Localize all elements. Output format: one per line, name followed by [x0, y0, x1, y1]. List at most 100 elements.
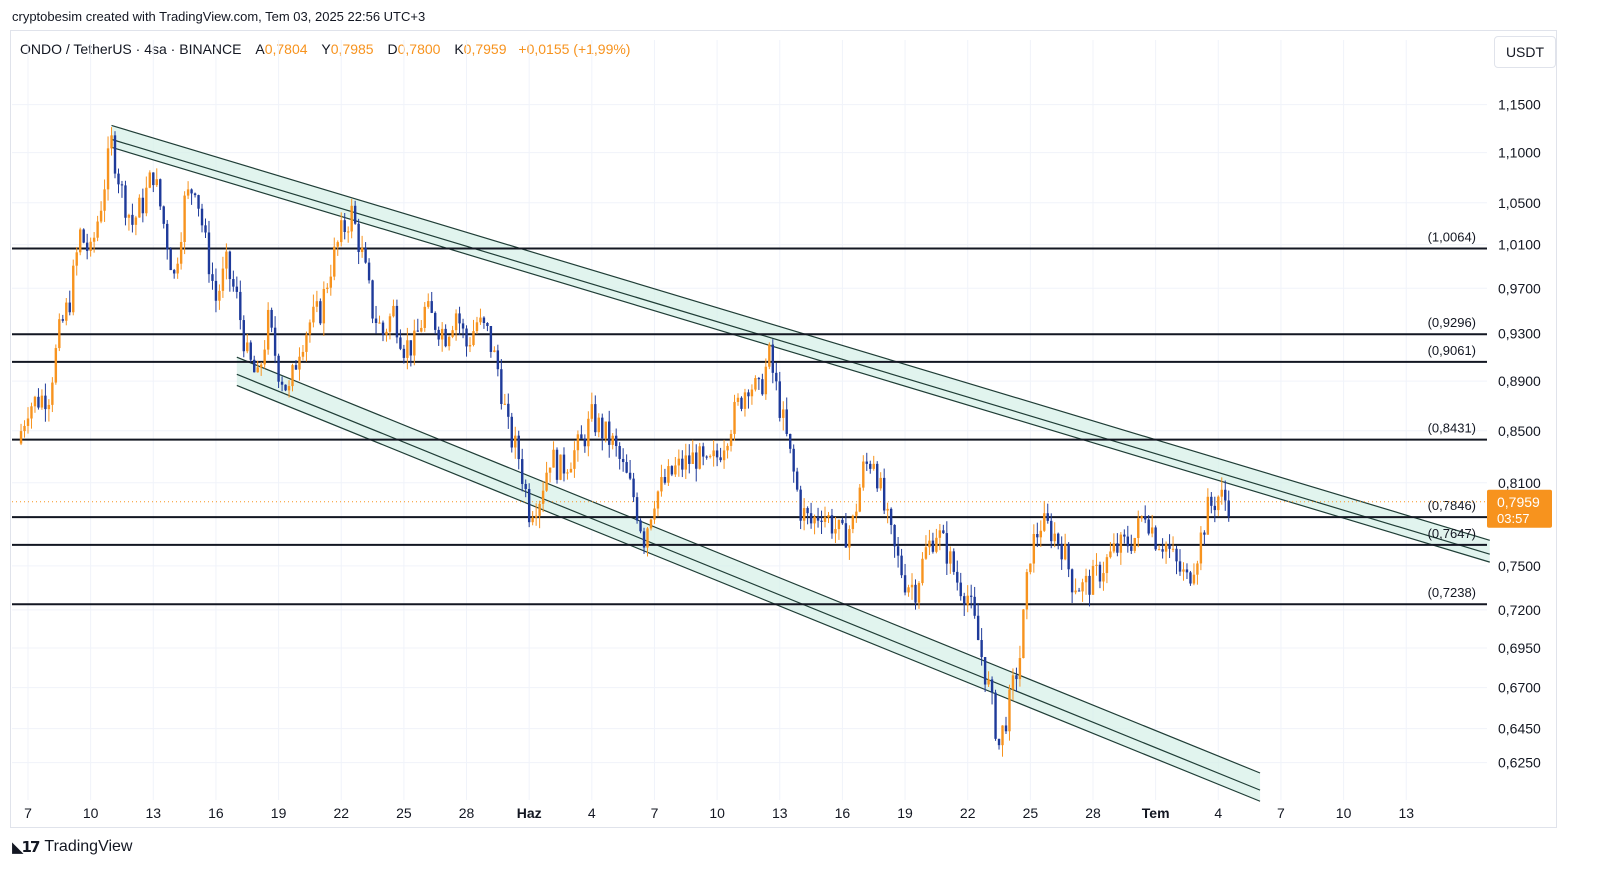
candle-up — [827, 515, 830, 518]
candle-up — [427, 301, 430, 307]
candle-up — [392, 305, 395, 317]
x-tick-label: 7 — [651, 805, 659, 821]
candle-up — [1220, 489, 1223, 497]
candle-up — [1150, 527, 1154, 534]
candle-down — [482, 317, 486, 324]
candle-up — [736, 397, 740, 402]
candle-down — [601, 417, 604, 439]
y-tick-label: 1,0100 — [1498, 237, 1541, 253]
candle-up — [1029, 563, 1032, 573]
candle-down — [1126, 536, 1130, 547]
candle-up — [454, 313, 458, 331]
last-price-value: 0,7959 — [1497, 494, 1540, 510]
x-tick-label: 13 — [772, 805, 788, 821]
candle-up — [1206, 496, 1210, 535]
candle-down — [555, 449, 559, 480]
upper-channel-mid-line — [111, 138, 1490, 555]
candle-down — [434, 312, 437, 330]
candle-up — [653, 508, 656, 520]
candle-down — [942, 530, 945, 534]
candle-up — [552, 449, 555, 468]
candle-down — [976, 615, 980, 641]
x-tick-label: 7 — [1277, 805, 1285, 821]
candle-up — [597, 417, 600, 433]
tradingview-logo-icon: ◣17 — [12, 838, 40, 856]
candle-up — [1008, 689, 1011, 732]
tradingview-brand[interactable]: ◣17 TradingView — [12, 838, 132, 856]
candle-up — [1119, 534, 1123, 553]
candle-down — [865, 461, 868, 464]
level-label: (0,8431) — [1428, 421, 1476, 436]
candle-up — [475, 322, 479, 332]
candle-up — [677, 458, 681, 466]
candle-down — [1185, 569, 1189, 573]
x-tick-label: 28 — [1085, 805, 1101, 821]
candle-down — [500, 369, 503, 404]
candle-up — [1063, 544, 1067, 560]
candle-down — [510, 416, 513, 448]
candle-down — [1077, 590, 1081, 592]
currency-unit-button[interactable]: USDT — [1494, 36, 1556, 68]
candle-down — [193, 193, 197, 196]
x-tick-label: 16 — [208, 805, 224, 821]
candle-up — [531, 517, 534, 523]
candle-up — [924, 547, 928, 559]
candle-down — [235, 286, 239, 292]
candle-up — [910, 584, 914, 588]
candle-down — [715, 450, 719, 458]
y-tick-label: 0,6950 — [1498, 640, 1541, 656]
candle-down — [628, 472, 632, 479]
candle-up — [145, 187, 148, 214]
candle-down — [197, 195, 200, 209]
close-value: 0,7959 — [463, 41, 507, 57]
candle-up — [1199, 532, 1203, 564]
x-tick-label: 22 — [960, 805, 976, 821]
candle-up — [858, 487, 862, 512]
candle-up — [566, 472, 569, 474]
horizontal-levels: (1,0064) (0,9296) (0,9061) (0,8431) (0,7846)… — [12, 230, 1487, 606]
candle-down — [294, 365, 298, 370]
candle-up — [183, 195, 186, 242]
x-tick-label: 10 — [1336, 805, 1352, 821]
candle-up — [1074, 590, 1077, 593]
candle-down — [1147, 519, 1150, 534]
candle-down — [1070, 569, 1074, 593]
candle-up — [729, 433, 733, 446]
candle-up — [33, 396, 37, 407]
candle-up — [576, 434, 580, 451]
candle-up — [1102, 573, 1105, 582]
level-label: (0,7238) — [1428, 585, 1476, 600]
y-tick-label: 0,7500 — [1498, 558, 1541, 574]
candle-up — [750, 389, 754, 397]
candle-down — [688, 455, 691, 464]
candle-up — [886, 508, 889, 511]
candle-down — [458, 313, 461, 324]
candle-down — [402, 348, 406, 358]
candle-down — [1161, 549, 1164, 552]
candle-down — [771, 344, 775, 373]
candle-down — [284, 384, 287, 391]
candle-up — [834, 529, 837, 534]
candle-down — [1060, 543, 1063, 560]
candle-down — [740, 397, 743, 409]
candle-down — [416, 330, 420, 332]
close-label: K — [454, 41, 464, 57]
candle-up — [604, 421, 607, 439]
candle-down — [980, 640, 983, 658]
y-tick-label: 0,9700 — [1498, 280, 1541, 296]
candle-down — [159, 179, 162, 207]
y-tick-label: 0,6450 — [1498, 721, 1541, 737]
y-tick-label: 0,8100 — [1498, 475, 1541, 491]
candle-up — [1196, 563, 1199, 575]
candle-down — [789, 433, 792, 449]
candle-up — [186, 189, 190, 196]
candle-up — [1039, 530, 1042, 538]
last-price-countdown: 03:57 — [1497, 511, 1530, 526]
candle-up — [684, 455, 687, 470]
candle-down — [1168, 544, 1171, 549]
candle-down — [214, 280, 218, 301]
candle-up — [378, 322, 381, 324]
low-value: 0,7800 — [397, 41, 441, 57]
x-tick-label: 19 — [271, 805, 287, 821]
